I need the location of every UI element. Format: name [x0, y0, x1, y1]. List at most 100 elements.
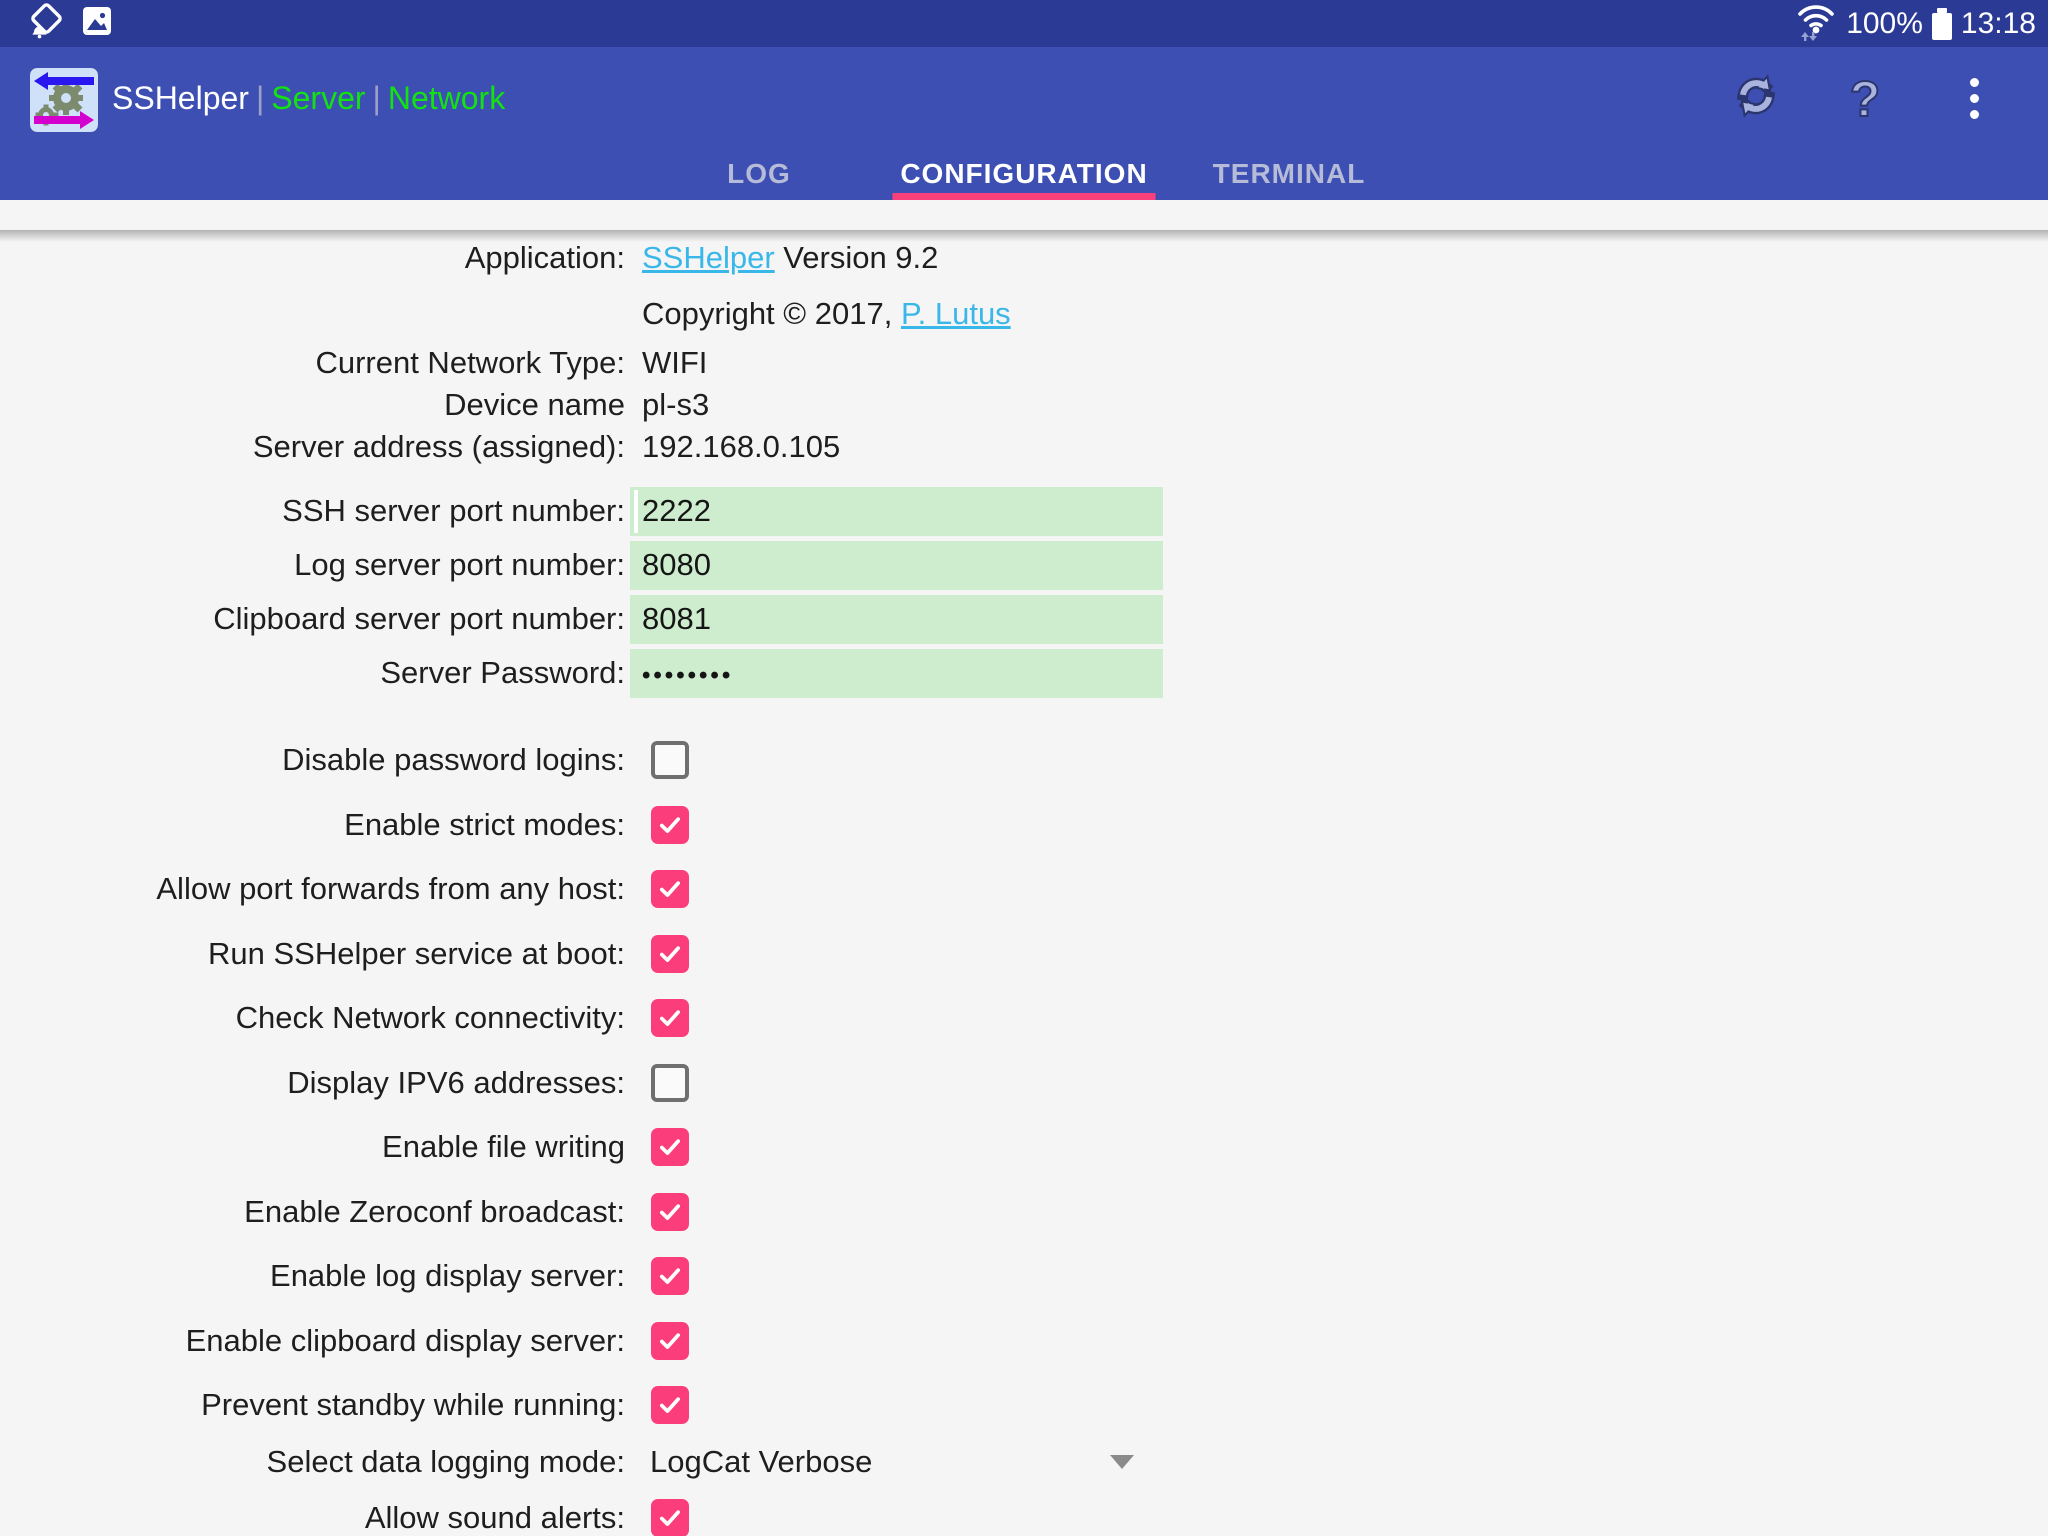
allow-port-forwards-checkbox[interactable]	[651, 870, 689, 909]
device-name-label: Device name	[444, 387, 625, 422]
allow-sound-alerts-label: Allow sound alerts:	[364, 1499, 625, 1535]
log-port-value: 8080	[642, 547, 711, 582]
app-title-name: SSHelper	[112, 80, 249, 116]
server-address-label: Server address (assigned):	[252, 429, 625, 464]
logging-mode-row: Select data logging mode: LogCat Verbose	[0, 1438, 2048, 1486]
server-password-value: ••••••••	[642, 662, 734, 689]
ssh-port-label: SSH server port number:	[282, 493, 625, 528]
title-separator: |	[255, 80, 265, 116]
app-bar-actions: ?	[1730, 69, 2018, 129]
app-bar: SSHelper | Server | Network	[0, 47, 2048, 200]
disable-password-logins-label: Disable password logins:	[282, 742, 625, 778]
copyright-text: Copyright © 2017,	[642, 296, 901, 331]
battery-icon	[1931, 6, 1953, 42]
run-at-boot-checkbox[interactable]	[651, 934, 689, 973]
enable-strict-modes-label: Enable strict modes:	[344, 806, 625, 842]
device-name-value: pl-s3	[642, 387, 710, 422]
option-row: Allow sound alerts:	[0, 1486, 2048, 1536]
run-at-boot-label: Run SSHelper service at boot:	[208, 935, 625, 971]
clock: 13:18	[1960, 6, 2036, 40]
network-type-value: WIFI	[642, 345, 708, 380]
status-bar-indicators: 100% 13:18	[1794, 0, 2036, 47]
logging-mode-label: Select data logging mode:	[266, 1443, 625, 1479]
ssh-port-value: 2222	[642, 493, 711, 528]
option-row: Display IPV6 addresses:	[0, 1051, 2048, 1116]
copyright-line: Copyright © 2017, P. Lutus	[642, 286, 1011, 342]
option-row: Check Network connectivity:	[0, 986, 2048, 1051]
status-bar: 100% 13:18	[0, 0, 2048, 47]
application-version-line: SSHelper Version 9.2	[642, 230, 1011, 286]
application-label: Application:	[464, 240, 625, 275]
wifi-icon	[1794, 1, 1838, 46]
option-row: Allow port forwards from any host:	[0, 857, 2048, 922]
application-info: SSHelper Version 9.2 Copyright © 2017, P…	[630, 230, 1011, 342]
enable-clipboard-display-server-label: Enable clipboard display server:	[185, 1322, 625, 1358]
device-name-row: Device name pl-s3	[0, 384, 2048, 426]
option-row: Run SSHelper service at boot:	[0, 922, 2048, 987]
enable-file-writing-label: Enable file writing	[382, 1129, 625, 1165]
log-port-input[interactable]: 8080	[630, 540, 1163, 590]
clipboard-port-input[interactable]: 8081	[630, 594, 1163, 644]
option-row: Enable Zeroconf broadcast:	[0, 1180, 2048, 1245]
dropdown-arrow-icon	[1110, 1454, 1134, 1469]
text-cursor	[634, 489, 638, 533]
option-row: Prevent standby while running:	[0, 1373, 2048, 1438]
prevent-standby-checkbox[interactable]	[651, 1386, 689, 1425]
author-link[interactable]: P. Lutus	[900, 296, 1011, 331]
enable-file-writing-checkbox[interactable]	[651, 1128, 689, 1167]
screenshot-icon	[78, 2, 116, 45]
prevent-standby-label: Prevent standby while running:	[201, 1387, 625, 1423]
overflow-menu-button[interactable]	[1948, 69, 2000, 129]
option-row: Enable file writing	[0, 1115, 2048, 1180]
enable-log-display-server-checkbox[interactable]	[651, 1257, 689, 1296]
log-port-label: Log server port number:	[294, 547, 625, 582]
network-type-label: Current Network Type:	[315, 345, 625, 380]
help-button[interactable]: ?	[1839, 69, 1891, 129]
enable-zeroconf-checkbox[interactable]	[651, 1192, 689, 1231]
server-password-input[interactable]: ••••••••	[630, 648, 1163, 698]
configuration-panel: Application: SSHelper Version 9.2 Copyri…	[0, 230, 2048, 1536]
server-password-row: Server Password: ••••••••	[0, 646, 2048, 700]
refresh-icon	[1730, 70, 1782, 127]
app-title-server-status: Server	[271, 80, 366, 116]
tab-log[interactable]: LOG	[727, 158, 791, 189]
option-row: Enable strict modes:	[0, 793, 2048, 858]
status-bar-notifications	[26, 0, 116, 47]
enable-strict-modes-checkbox[interactable]	[651, 805, 689, 844]
display-ipv6-checkbox[interactable]	[651, 1063, 689, 1102]
application-info-row: Application: SSHelper Version 9.2 Copyri…	[0, 230, 2048, 342]
title-separator: |	[372, 80, 381, 116]
server-settings-fields: SSH server port number: 2222 Log server …	[0, 484, 2048, 700]
app-title: SSHelper | Server | Network	[112, 80, 505, 117]
option-row: Disable password logins:	[0, 728, 2048, 793]
clipboard-port-value: 8081	[642, 601, 711, 636]
logging-mode-dropdown[interactable]: LogCat Verbose	[630, 1444, 1140, 1480]
allow-sound-alerts-checkbox[interactable]	[651, 1498, 689, 1536]
app-logo-icon	[30, 67, 98, 132]
enable-clipboard-display-server-checkbox[interactable]	[651, 1321, 689, 1360]
sshelper-notification-icon	[26, 2, 64, 45]
server-address-value: 192.168.0.105	[642, 429, 841, 464]
enable-zeroconf-label: Enable Zeroconf broadcast:	[244, 1193, 625, 1229]
tab-terminal[interactable]: TERMINAL	[1212, 158, 1366, 189]
log-port-row: Log server port number: 8080	[0, 538, 2048, 592]
logging-mode-value: LogCat Verbose	[650, 1443, 873, 1479]
option-row: Enable log display server:	[0, 1244, 2048, 1309]
help-icon: ?	[1849, 70, 1882, 127]
check-network-connectivity-checkbox[interactable]	[651, 999, 689, 1038]
sshelper-home-link[interactable]: SSHelper	[642, 240, 775, 275]
tab-configuration[interactable]: CONFIGURATION	[892, 150, 1157, 200]
check-network-connectivity-label: Check Network connectivity:	[235, 1000, 625, 1036]
refresh-button[interactable]	[1730, 69, 1782, 129]
network-type-row: Current Network Type: WIFI	[0, 342, 2048, 384]
ssh-port-row: SSH server port number: 2222	[0, 484, 2048, 538]
ssh-port-input[interactable]: 2222	[630, 486, 1163, 536]
options-list: Disable password logins: Enable strict m…	[0, 728, 2048, 1536]
clipboard-port-row: Clipboard server port number: 8081	[0, 592, 2048, 646]
overflow-menu-icon	[1969, 78, 1979, 119]
option-row: Enable clipboard display server:	[0, 1309, 2048, 1374]
disable-password-logins-checkbox[interactable]	[651, 741, 689, 780]
display-ipv6-label: Display IPV6 addresses:	[287, 1064, 625, 1100]
allow-port-forwards-label: Allow port forwards from any host:	[156, 871, 625, 907]
